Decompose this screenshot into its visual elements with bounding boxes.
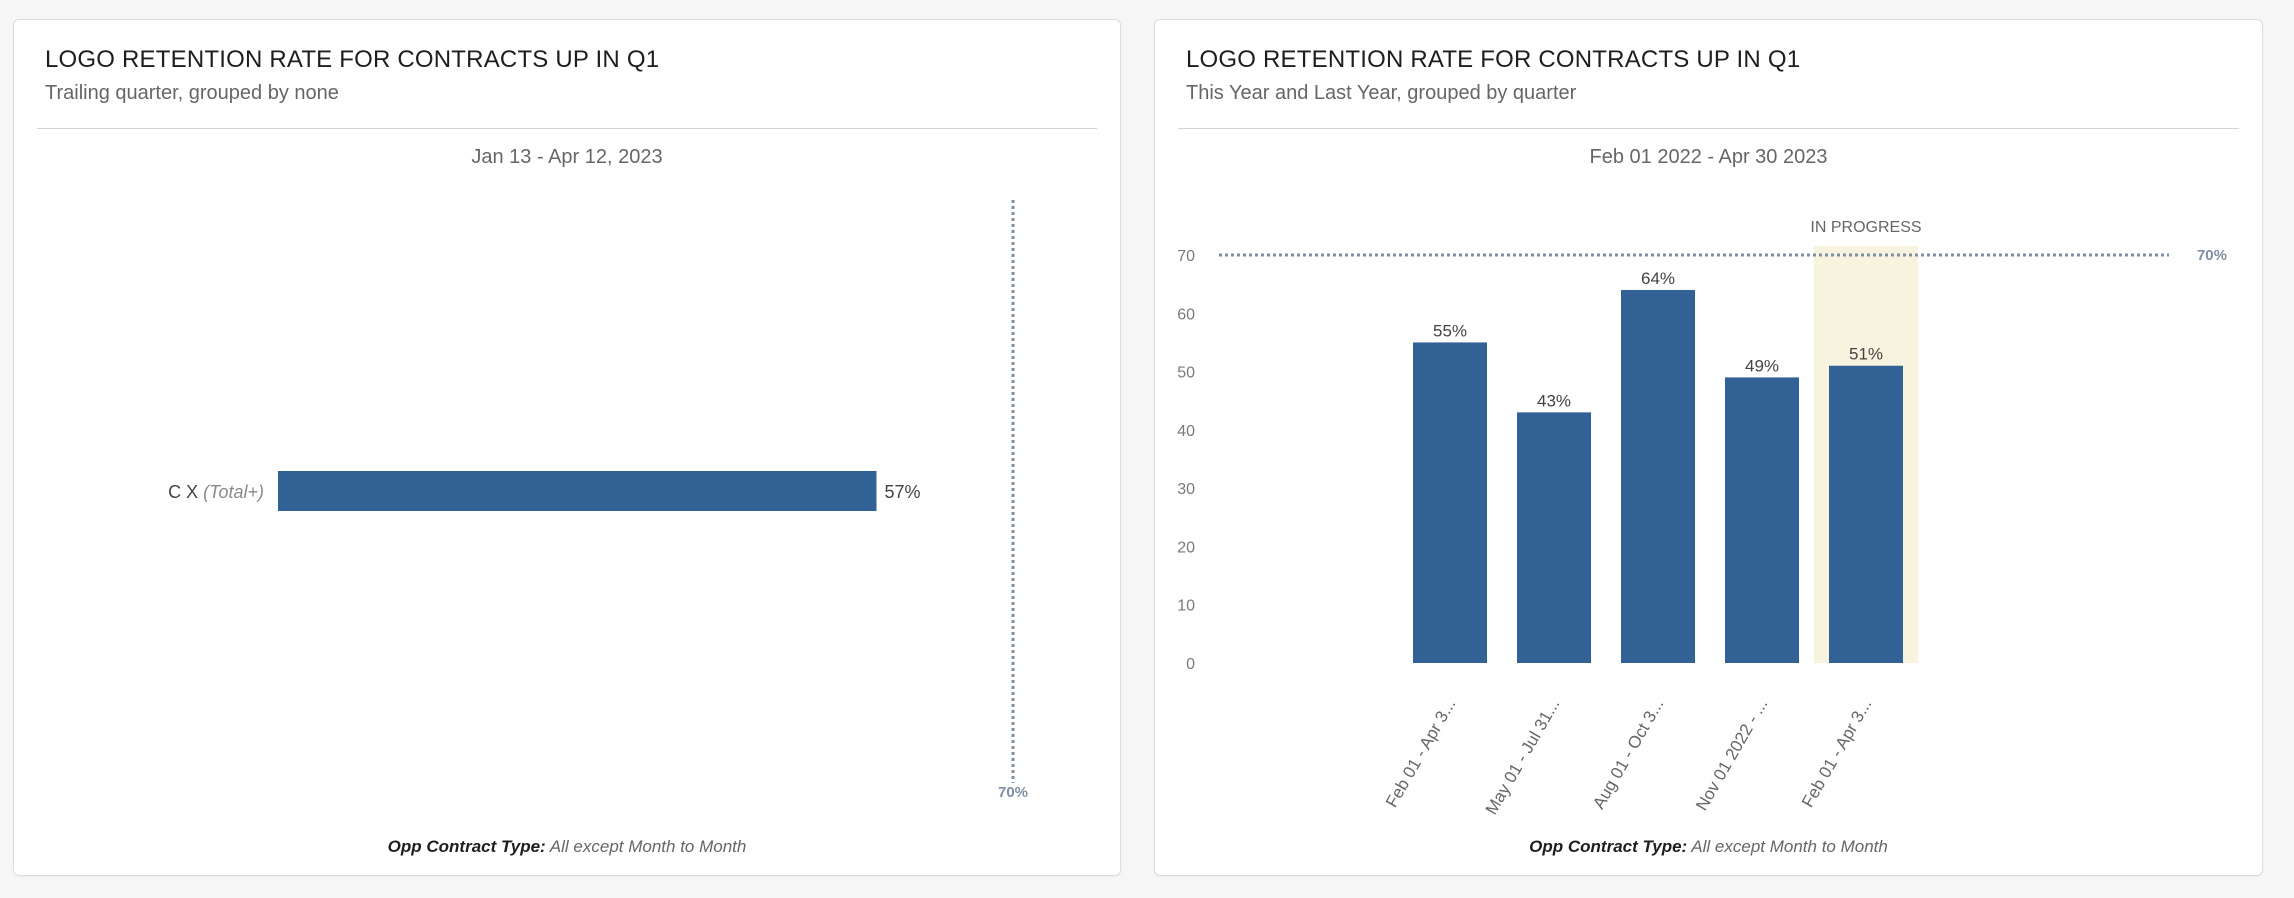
vertical-bar-chart: IN PROGRESS 0 10 20 30 40 50 60 70 55% Feb 01 - Ap…	[1177, 219, 2227, 818]
filter-summary: Opp Contract Type: All except Month to M…	[1155, 837, 2262, 857]
x-tick-label: Feb 01 - Apr 3...	[1382, 696, 1459, 811]
category-suffix: (Total+)	[203, 482, 264, 502]
bar	[1517, 412, 1591, 663]
card-title: LOGO RETENTION RATE FOR CONTRACTS UP IN …	[45, 46, 660, 73]
category-label: C X (Total+)	[168, 482, 264, 502]
y-tick-label: 40	[1177, 423, 1195, 440]
bar-value-label: 43%	[1537, 391, 1571, 410]
bar-value-label: 55%	[1433, 321, 1467, 340]
date-range: Feb 01 2022 - Apr 30 2023	[1589, 146, 1828, 168]
bar	[1413, 342, 1487, 663]
bar	[278, 471, 877, 511]
bar-value-label: 64%	[1641, 269, 1675, 288]
x-tick-label: Feb 01 - Apr 3...	[1798, 696, 1875, 811]
filter-value: All except Month to Month	[1691, 837, 1888, 856]
bar-value-label: 57%	[885, 482, 921, 502]
bar-value-label: 49%	[1745, 356, 1779, 375]
y-tick-label: 20	[1177, 539, 1195, 556]
x-tick-label: Nov 01 2022 - ...	[1692, 696, 1771, 814]
header-divider	[1178, 128, 2239, 129]
y-tick-label: 60	[1177, 306, 1195, 323]
filter-key: Opp Contract Type:	[387, 837, 546, 856]
filter-summary: Opp Contract Type: All except Month to M…	[14, 837, 1120, 857]
x-tick-label: May 01 - Jul 31...	[1482, 696, 1564, 818]
bar	[1725, 377, 1799, 663]
horizontal-bar-chart: C X (Total+) 57% 70%	[168, 200, 1028, 801]
chart-card-left: LOGO RETENTION RATE FOR CONTRACTS UP IN …	[13, 19, 1121, 876]
bar-value-label: 51%	[1849, 345, 1883, 364]
category-name: C X	[168, 482, 203, 502]
bar	[1829, 365, 1903, 663]
y-tick-label: 30	[1177, 481, 1195, 498]
y-tick-label: 50	[1177, 365, 1195, 382]
y-tick-label: 10	[1177, 598, 1195, 615]
in-progress-label: IN PROGRESS	[1810, 219, 1921, 236]
card-subtitle: This Year and Last Year, grouped by quar…	[1186, 82, 1577, 104]
target-line-label: 70%	[998, 784, 1028, 801]
y-tick-label: 0	[1186, 656, 1195, 673]
card-subtitle: Trailing quarter, grouped by none	[45, 82, 339, 104]
header-divider	[37, 128, 1097, 129]
filter-key: Opp Contract Type:	[1529, 837, 1688, 856]
filter-value: All except Month to Month	[549, 837, 747, 856]
card-title: LOGO RETENTION RATE FOR CONTRACTS UP IN …	[1186, 46, 1801, 73]
date-range: Jan 13 - Apr 12, 2023	[471, 146, 663, 168]
chart-card-right: LOGO RETENTION RATE FOR CONTRACTS UP IN …	[1154, 19, 2263, 876]
bar	[1621, 289, 1695, 663]
x-tick-label: Aug 01 - Oct 3...	[1589, 696, 1667, 813]
target-line-label: 70%	[2197, 247, 2227, 264]
y-tick-label: 70	[1177, 248, 1195, 265]
